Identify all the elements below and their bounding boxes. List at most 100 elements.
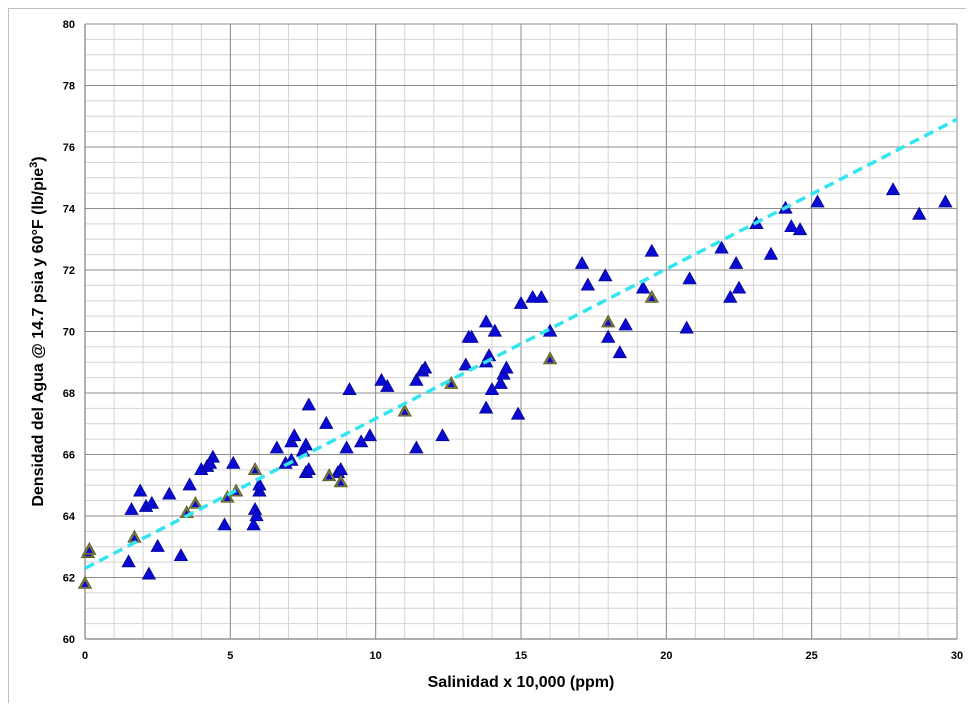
data-point <box>162 486 177 500</box>
y-tick-label: 68 <box>63 388 75 400</box>
data-point <box>121 554 136 568</box>
data-point <box>339 440 354 454</box>
data-point-inner <box>191 500 199 508</box>
data-point-inner <box>337 479 345 486</box>
data-point-inner <box>251 466 259 474</box>
y-tick-label: 78 <box>63 81 75 93</box>
y-tick-label: 64 <box>63 511 76 523</box>
data-point <box>513 295 529 309</box>
data-point <box>478 400 494 414</box>
data-point <box>173 548 189 562</box>
data-point <box>478 314 494 328</box>
data-point <box>458 357 473 371</box>
data-point <box>679 320 694 334</box>
data-point <box>525 289 540 303</box>
y-tick-label: 76 <box>63 142 75 154</box>
data-point <box>731 280 747 294</box>
data-point <box>269 440 285 454</box>
data-point <box>301 397 316 411</box>
data-point <box>141 566 157 580</box>
y-tick-labels: 60 62 64 66 68 70 72 74 76 78 80 <box>63 19 76 646</box>
data-point <box>417 360 433 374</box>
data-point <box>784 219 799 233</box>
data-point <box>287 428 302 442</box>
trendline <box>84 117 958 570</box>
y-axis-title-main: Densidad del Agua @ 14.7 psia y 60°F (lb… <box>30 168 47 507</box>
x-tick-label: 10 <box>370 650 382 662</box>
data-point <box>612 345 628 359</box>
chart-frame: 0 5 10 15 20 25 30 60 62 64 66 68 70 72 74 76 78 80 Sali… <box>8 8 967 704</box>
data-point <box>409 372 424 386</box>
data-point <box>580 277 596 291</box>
major-gridlines <box>84 23 958 640</box>
data-point <box>217 517 232 531</box>
x-tick-label: 0 <box>82 650 88 662</box>
data-point <box>728 256 744 269</box>
data-point <box>464 329 479 343</box>
data-point <box>435 428 450 442</box>
data-point <box>810 194 825 208</box>
x-tick-labels: 0 5 10 15 20 25 30 <box>82 650 963 662</box>
y-tick-label: 74 <box>63 204 76 216</box>
data-point <box>493 375 508 389</box>
data-point <box>534 289 549 303</box>
data-point-inner <box>604 319 612 326</box>
data-point-inner <box>81 580 89 587</box>
data-point <box>912 206 927 220</box>
axes <box>84 24 957 640</box>
scatter-chart: 0 5 10 15 20 25 30 60 62 64 66 68 70 72 74 76 78 80 Sali… <box>9 9 967 704</box>
data-point-inner <box>447 380 455 388</box>
data-point <box>144 495 160 509</box>
data-point <box>301 462 316 475</box>
data-point <box>133 483 148 497</box>
x-tick-label: 30 <box>951 650 963 662</box>
data-point <box>499 360 514 374</box>
data-point <box>246 517 261 531</box>
data-point <box>938 194 953 208</box>
x-tick-label: 20 <box>660 650 672 662</box>
x-tick-label: 15 <box>515 650 527 662</box>
data-point <box>885 182 901 196</box>
data-point <box>380 379 395 392</box>
x-tick-label: 5 <box>227 650 233 662</box>
y-tick-label: 80 <box>63 19 75 31</box>
data-point <box>714 240 729 254</box>
data-point <box>252 477 267 491</box>
y-tick-label: 60 <box>63 634 75 646</box>
data-point-inner <box>130 534 138 541</box>
data-point <box>487 323 503 337</box>
x-axis-title: Salinidad x 10,000 (ppm) <box>428 674 615 691</box>
data-point <box>374 372 389 386</box>
data-point <box>182 477 197 491</box>
data-point <box>342 382 357 396</box>
data-point-inner <box>85 546 93 554</box>
x-tick-label: 25 <box>806 650 818 662</box>
data-point <box>249 508 264 522</box>
y-tick-label: 66 <box>63 450 75 462</box>
data-point <box>226 455 241 469</box>
y-axis-title-tail: ) <box>30 156 47 161</box>
data-point <box>202 455 218 469</box>
data-point <box>618 317 633 331</box>
data-point-inner <box>546 356 554 363</box>
data-point <box>598 268 613 282</box>
trendline-group <box>84 117 958 570</box>
data-point <box>723 289 738 303</box>
y-axis-title-superscript: 3 <box>28 162 40 168</box>
y-axis-title: Densidad del Agua @ 14.7 psia y 60°F (lb… <box>28 156 47 506</box>
data-point <box>362 428 378 442</box>
data-point <box>644 243 659 257</box>
data-point <box>682 271 697 285</box>
data-point-inner <box>401 408 409 415</box>
data-point <box>150 538 165 552</box>
data-point-inner <box>648 294 656 301</box>
data-point <box>601 329 616 343</box>
data-point <box>409 440 424 454</box>
data-point <box>124 502 139 515</box>
data-point-inner <box>223 494 231 501</box>
data-point <box>319 415 334 429</box>
y-tick-label: 70 <box>63 327 75 339</box>
data-point <box>298 437 314 451</box>
data-point-inner <box>325 473 333 480</box>
y-tick-label: 72 <box>63 265 75 277</box>
